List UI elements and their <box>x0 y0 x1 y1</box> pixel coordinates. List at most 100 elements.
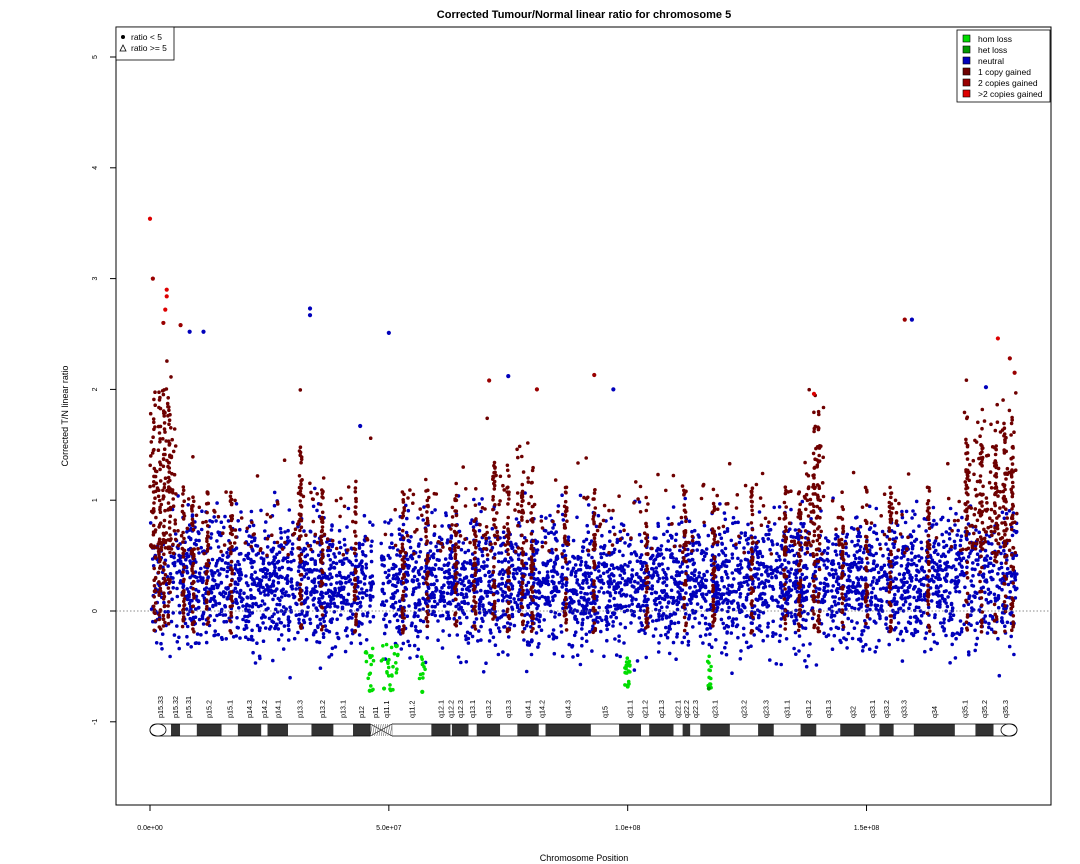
band-label: q11.2 <box>407 701 416 718</box>
band-p14.2 <box>261 724 268 736</box>
color-legend-label: 2 copies gained <box>978 78 1038 88</box>
band-p13.1 <box>333 724 354 736</box>
band-label: q14.2 <box>538 700 547 718</box>
band-q34 <box>913 724 955 736</box>
band-label: q12.3 <box>456 700 465 718</box>
band-q32 <box>840 724 866 736</box>
outlier-point <box>420 689 425 694</box>
loss-points <box>363 642 713 693</box>
band-label: p15.2 <box>205 700 214 718</box>
band-q22.3 <box>690 724 701 736</box>
centromere-hatch <box>380 723 384 737</box>
x-tick-label: 5.0e+07 <box>376 825 402 832</box>
band-q33.2 <box>879 724 894 736</box>
x-tick-label: 1.0e+08 <box>615 825 641 832</box>
legend-swatch <box>962 56 971 65</box>
gain-points <box>148 359 1019 635</box>
color-legend-label: >2 copies gained <box>978 89 1043 99</box>
band-q21.1 <box>619 724 642 736</box>
legend-swatch <box>962 45 971 54</box>
band-p15.1 <box>221 724 238 736</box>
p-telomere <box>149 723 167 737</box>
centromere-hatch <box>383 723 386 737</box>
band-label: p13.3 <box>295 700 304 718</box>
band-label: q23.1 <box>711 700 720 718</box>
chromosome-ideogram: p15.33 p15.32 p15.31 p15.2 p15.1 p14.3 p14.2 p1… <box>149 696 1018 737</box>
band-label: q35.1 <box>961 700 970 718</box>
centromere-hatch <box>378 723 382 737</box>
band-p15.2 <box>196 724 222 736</box>
band-q11.2 <box>392 724 432 736</box>
centromere-hatch <box>372 723 375 737</box>
band-label: q15 <box>600 706 609 718</box>
band-label: q31.1 <box>783 700 792 718</box>
band-label: q31.2 <box>804 700 813 718</box>
band-label: q13.2 <box>484 700 493 718</box>
band-label: q13.3 <box>504 700 513 718</box>
outlier-point <box>534 387 540 392</box>
band-p15.31 <box>180 724 197 736</box>
band-label: q22.3 <box>691 700 700 718</box>
outlier-point <box>611 387 616 392</box>
band-q22.2 <box>682 724 691 736</box>
centromere-hatch <box>374 723 378 737</box>
band-label: p15.1 <box>225 700 234 718</box>
y-tick-label: 4 <box>92 166 99 170</box>
outlier-point <box>164 287 169 292</box>
outlier-point <box>307 313 313 318</box>
band-q31.3 <box>816 724 841 736</box>
q-telomere <box>1000 723 1018 737</box>
band-label: p15.33 <box>156 696 165 718</box>
band-label: p11 <box>371 707 380 718</box>
color-legend-box <box>956 29 1051 103</box>
band-label: q23.2 <box>740 700 749 718</box>
shape-legend-label: ratio < 5 <box>131 32 162 42</box>
outlier-point <box>147 216 153 221</box>
legend-swatch <box>962 67 971 76</box>
y-tick-label: -1 <box>92 719 99 725</box>
band-label: q35.3 <box>1001 700 1010 718</box>
band-q12.2 <box>450 724 452 736</box>
centromere-hatch <box>376 723 380 737</box>
band-q14.1 <box>517 724 539 736</box>
band-label: q31.3 <box>824 700 833 718</box>
outlier-point <box>983 385 989 390</box>
shape-legend-label: ratio >= 5 <box>131 43 167 53</box>
color-legend-label: hom loss <box>978 34 1012 44</box>
outlier-point <box>163 307 168 312</box>
color-legend-label: neutral <box>978 56 1004 66</box>
outlier-point <box>506 374 511 379</box>
band-p15.32 <box>171 724 181 736</box>
band-q14.2 <box>538 724 546 736</box>
outlier-point <box>201 329 206 334</box>
band-q14.3 <box>545 724 591 736</box>
band-label: q21.3 <box>657 700 666 718</box>
outlier-point <box>625 684 630 689</box>
band-p13.2 <box>311 724 334 736</box>
band-label: q22.1 <box>674 700 683 718</box>
band-p14.3 <box>237 724 262 736</box>
triangle-marker-icon <box>119 44 127 52</box>
band-q13.2 <box>476 724 501 736</box>
band-q33.1 <box>865 724 880 736</box>
outlier-point <box>487 378 492 383</box>
centromere-hatch <box>389 723 393 737</box>
dot-marker-icon <box>121 35 125 39</box>
outlier-point <box>902 317 907 322</box>
outlier-point <box>1012 370 1017 375</box>
outlier-point <box>187 329 192 334</box>
color-legend-label: het loss <box>978 45 1007 55</box>
y-tick-label: 1 <box>92 498 99 502</box>
band-q31.1 <box>773 724 801 736</box>
legend-swatch <box>962 78 971 87</box>
outlier-point <box>178 323 183 328</box>
centromere-hatch <box>385 723 389 737</box>
band-label: q23.3 <box>761 700 770 718</box>
band-p12 <box>353 724 371 736</box>
neutral-points <box>148 486 1019 680</box>
y-tick-label: 0 <box>92 609 99 613</box>
band-label: p12 <box>357 706 366 718</box>
outlier-point <box>164 294 169 299</box>
